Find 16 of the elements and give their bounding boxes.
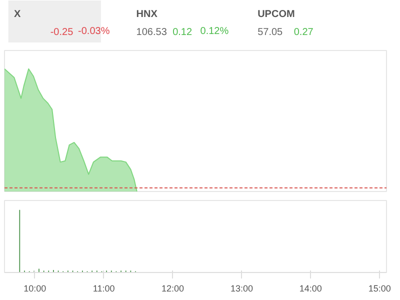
text: 0.12 — [172, 27, 192, 38]
text: -0.25 — [50, 27, 74, 38]
x-tick-label: 11:00 — [92, 284, 115, 294]
x-tick-label: 15:00 — [368, 284, 391, 294]
text: 0.12% — [200, 26, 229, 37]
text: 0.27 — [294, 27, 314, 38]
text: X — [14, 9, 22, 20]
text: -0.03% — [78, 26, 110, 37]
x-tick-label: 14:00 — [299, 284, 322, 294]
text: 57.05 — [258, 27, 284, 38]
x-tick-label: 12:00 — [161, 284, 184, 294]
text: UPCOM — [258, 9, 295, 20]
x-tick-label: 13:00 — [230, 284, 253, 294]
x-tick-label: 10:00 — [24, 284, 46, 294]
text: 106.53 — [136, 27, 168, 38]
text: HNX — [136, 9, 158, 20]
